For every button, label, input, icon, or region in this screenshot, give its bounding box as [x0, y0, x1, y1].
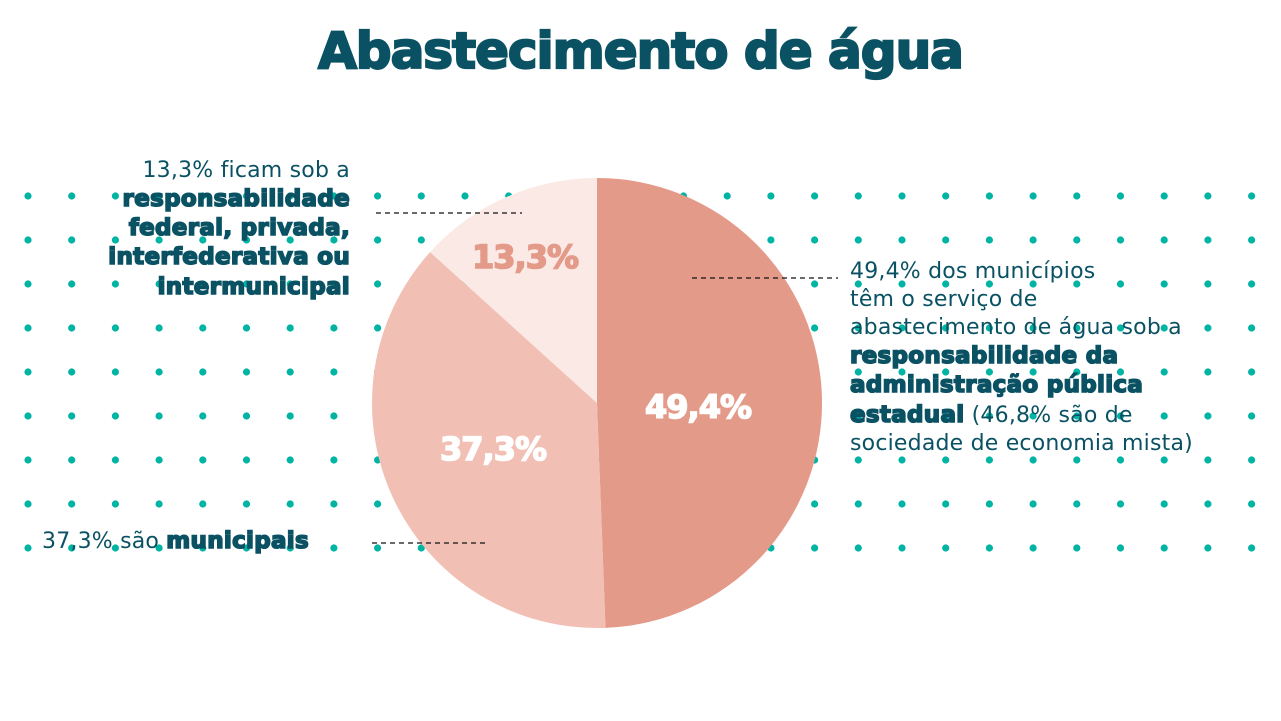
annotation-estadual-tail: sociedade de economia mista) [850, 431, 1193, 457]
annotation-estadual-line-3: abastecimento de água sob a [850, 314, 1182, 340]
page-title: Abastecimento de água [317, 21, 965, 81]
pie-slice-federal [430, 178, 597, 403]
annotation-municipal: 37,3% são municipais [42, 526, 309, 556]
annotation-estadual-tail-inline: (46,8% são de [964, 403, 1133, 429]
annotation-municipal-intro: 37,3% são [42, 529, 167, 554]
pie-slice-estadual [597, 178, 823, 628]
annotation-estadual-line-2: têm o serviço de [850, 286, 1038, 312]
slice-label-federal: 13,3% [471, 237, 580, 277]
leader-lines [372, 212, 838, 544]
annotation-estadual-line-1: 49,4% dos municípios [850, 259, 1096, 284]
pie-chart [372, 178, 823, 628]
annotation-federal-bold-4: intermunicipal [157, 273, 351, 301]
annotation-federal-bold-2: federal, privada, [128, 214, 350, 242]
annotation-estadual-bold-2: administração pública [849, 371, 1144, 399]
slice-label-estadual: 49,4% [644, 387, 753, 427]
pie-slice-municipal [372, 252, 606, 628]
annotation-federal-bold-1: responsabilidade [122, 185, 351, 213]
annotation-estadual: 49,4% dos municípios têm o serviço de ab… [849, 258, 1270, 458]
annotation-federal-bold-3: interfederativa ou [107, 244, 350, 272]
slice-label-municipal: 37,3% [439, 429, 548, 469]
annotation-municipal-bold: municipais [165, 527, 309, 555]
annotation-estadual-bold-1: responsabilidade da [849, 342, 1119, 370]
annotation-federal-intro: 13,3% ficam sob a [142, 158, 350, 183]
annotation-estadual-bold-3: estadual [849, 401, 965, 429]
annotation-federal: 13,3% ficam sob a responsabilidade feder… [0, 157, 350, 302]
